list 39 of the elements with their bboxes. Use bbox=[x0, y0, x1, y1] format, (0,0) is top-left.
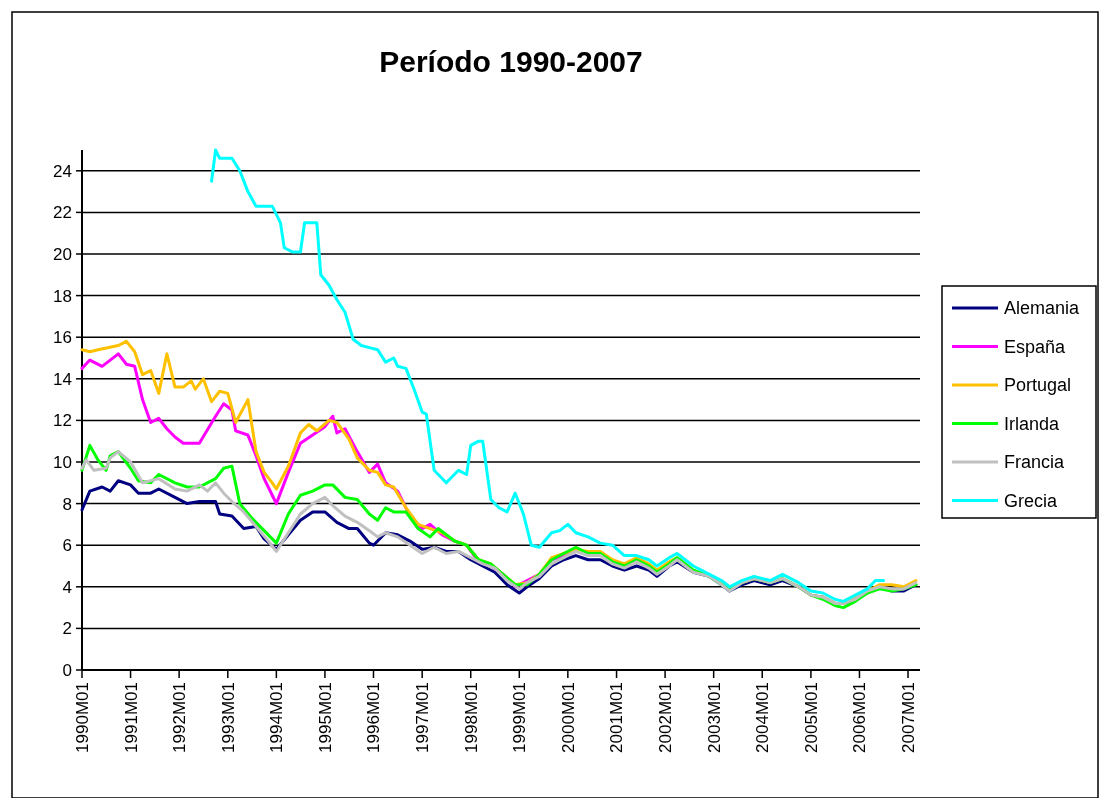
y-tick-label: 4 bbox=[62, 577, 72, 597]
legend-label: Grecia bbox=[1004, 490, 1058, 511]
y-tick-label: 14 bbox=[53, 369, 72, 389]
x-tick-label: 1991M01 bbox=[121, 682, 141, 753]
legend-label: Alemania bbox=[1004, 298, 1081, 319]
y-tick-label: 18 bbox=[53, 286, 72, 306]
legend-label: España bbox=[1004, 336, 1067, 357]
x-tick-label: 1996M01 bbox=[364, 682, 384, 753]
x-tick-label: 1999M01 bbox=[510, 682, 530, 753]
legend-label: Irlanda bbox=[1004, 413, 1061, 434]
line-series bbox=[210, 148, 886, 603]
x-tick-label: 1998M01 bbox=[461, 682, 481, 753]
x-tick-label: 2002M01 bbox=[656, 682, 676, 753]
y-tick-label: 16 bbox=[53, 328, 72, 348]
x-tick-label: 2007M01 bbox=[898, 682, 918, 753]
x-tick-label: 2001M01 bbox=[607, 682, 627, 753]
legend-label: Portugal bbox=[1004, 375, 1072, 396]
y-tick-label: 20 bbox=[53, 244, 72, 264]
x-tick-label: 2000M01 bbox=[558, 682, 578, 753]
x-tick-label: 1992M01 bbox=[170, 682, 190, 753]
y-tick-label: 10 bbox=[53, 452, 72, 472]
x-tick-label: 1993M01 bbox=[218, 682, 238, 753]
x-tick-label: 1995M01 bbox=[315, 682, 335, 753]
x-tick-label: 1997M01 bbox=[413, 682, 433, 753]
x-tick-label: 1994M01 bbox=[267, 682, 287, 753]
y-tick-label: 22 bbox=[53, 203, 72, 223]
x-tick-label: 2003M01 bbox=[704, 682, 724, 753]
x-tick-label: 1990M01 bbox=[72, 682, 92, 753]
y-tick-label: 8 bbox=[62, 494, 72, 514]
y-tick-label: 6 bbox=[62, 536, 72, 556]
y-tick-label: 12 bbox=[53, 411, 72, 431]
y-tick-label: 0 bbox=[62, 660, 72, 680]
legend-label: Francia bbox=[1004, 452, 1066, 473]
chart-title: Período 1990-2007 bbox=[379, 45, 643, 78]
y-tick-label: 24 bbox=[53, 161, 72, 181]
x-tick-label: 2005M01 bbox=[801, 682, 821, 753]
x-tick-label: 2006M01 bbox=[850, 682, 870, 753]
x-tick-label: 2004M01 bbox=[753, 682, 773, 753]
y-tick-label: 2 bbox=[62, 619, 72, 639]
